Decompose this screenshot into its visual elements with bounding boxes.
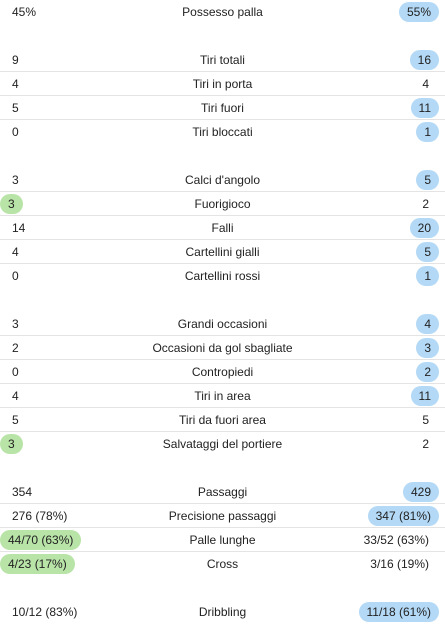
stat-row-cross: 4/23 (17%) Cross 3/16 (19%) [0,552,445,576]
group-spacer [0,456,445,480]
stat-label: Dribbling [198,605,247,619]
home-value: 0 [12,269,19,283]
stat-row-tiri-in-porta: 4 Tiri in porta 4 [0,72,445,96]
stat-label: Tiri totali [200,53,245,67]
group-spacer [0,576,445,600]
stat-row-tiri-totali: 9 Tiri totali 16 [0,48,445,72]
away-value-highlight: 11/18 (61%) [358,602,439,622]
away-value-highlight: 3 [416,338,439,358]
stat-row-possesso-palla: 45% Possesso palla 55% [0,0,445,24]
stat-label: Possesso palla [182,5,263,19]
away-value-highlight: 5 [416,242,439,262]
home-value: 4 [12,389,19,403]
home-value-highlight: 44/70 (63%) [0,530,82,550]
away-value: 2 [422,437,429,451]
away-value-highlight: 1 [416,266,439,286]
group-spacer [0,24,445,48]
away-value-highlight: 55% [398,2,439,22]
home-value: 14 [12,221,26,235]
home-value: 276 (78%) [12,509,68,523]
stat-row-fuorigioco: 3 Fuorigioco 2 [0,192,445,216]
home-value: 3 [12,173,19,187]
home-value: 2 [12,341,19,355]
stat-label: Tiri bloccati [192,125,253,139]
stat-row-contropiedi: 0 Contropiedi 2 [0,360,445,384]
stat-label: Passaggi [197,485,248,499]
away-value-highlight: 4 [416,314,439,334]
home-value: 4 [12,77,19,91]
stat-label: Calci d'angolo [184,173,260,187]
stat-row-grandi-occasioni: 3 Grandi occasioni 4 [0,312,445,336]
stat-group: 3 Calci d'angolo 5 3 Fuorigioco 2 14 Falli 20 4 Ca… [0,168,445,288]
stat-label: Fuorigioco [194,197,251,211]
stat-row-tiri-da-fuori-area: 5 Tiri da fuori area 5 [0,408,445,432]
stat-row-tiri-in-area: 4 Tiri in area 11 [0,384,445,408]
stat-group: 354 Passaggi 429 276 (78%) Precisione passag… [0,480,445,576]
away-value: 33/52 (63%) [363,533,429,547]
away-value: 2 [422,197,429,211]
stat-label: Tiri da fuori area [179,413,266,427]
home-value: 5 [12,413,19,427]
stat-row-cartellini-rossi: 0 Cartellini rossi 1 [0,264,445,288]
away-value: 3/16 (19%) [370,557,429,571]
home-value: 10/12 (83%) [12,605,78,619]
stat-label: Precisione passaggi [168,509,277,523]
stat-label: Falli [211,221,234,235]
stat-label: Grandi occasioni [177,317,268,331]
away-value-highlight: 16 [409,50,439,70]
away-value-highlight: 20 [409,218,439,238]
away-value-highlight: 5 [416,170,439,190]
stat-label: Palle lunghe [189,533,256,547]
stat-label: Tiri in area [194,389,251,403]
away-value-highlight: 347 (81%) [367,506,439,526]
stat-row-occasioni-da-gol-sbagliate: 2 Occasioni da gol sbagliate 3 [0,336,445,360]
stat-label: Tiri in porta [192,77,253,91]
home-value-highlight: 3 [0,194,23,214]
away-value-highlight: 11 [410,98,439,118]
home-value: 0 [12,125,19,139]
away-value: 5 [422,413,429,427]
stat-row-dribbling: 10/12 (83%) Dribbling 11/18 (61%) [0,600,445,624]
away-value-highlight: 11 [410,386,439,406]
home-value: 3 [12,317,19,331]
away-value-highlight: 429 [402,482,439,502]
group-spacer [0,288,445,312]
stat-row-salvataggi-del-portiere: 3 Salvataggi del portiere 2 [0,432,445,456]
away-value-highlight: 1 [416,122,439,142]
stat-row-palle-lunghe: 44/70 (63%) Palle lunghe 33/52 (63%) [0,528,445,552]
stat-row-falli: 14 Falli 20 [0,216,445,240]
stat-label: Salvataggi del portiere [162,437,283,451]
home-value: 4 [12,245,19,259]
stat-group: 45% Possesso palla 55% [0,0,445,24]
home-value: 45% [12,5,37,19]
stat-row-tiri-bloccati: 0 Tiri bloccati 1 [0,120,445,144]
stat-label: Cartellini rossi [184,269,261,283]
away-value-highlight: 2 [416,362,439,382]
stat-label: Occasioni da gol sbagliate [152,341,293,355]
stat-group: 3 Grandi occasioni 4 2 Occasioni da gol sbag… [0,312,445,456]
home-value-highlight: 4/23 (17%) [0,554,75,574]
away-value: 4 [422,77,429,91]
stat-label: Cartellini gialli [185,245,260,259]
stat-row-passaggi: 354 Passaggi 429 [0,480,445,504]
stat-label: Tiri fuori [201,101,244,115]
group-spacer [0,144,445,168]
stat-row-precisione-passaggi: 276 (78%) Precisione passaggi 347 (81%) [0,504,445,528]
stat-group: 9 Tiri totali 16 4 Tiri in porta 4 5 Tiri fuori… [0,48,445,144]
stat-row-calci-d-angolo: 3 Calci d'angolo 5 [0,168,445,192]
stat-label: Cross [206,557,239,571]
home-value: 5 [12,101,19,115]
stat-group: 10/12 (83%) Dribbling 11/18 (61%) [0,600,445,624]
stat-label: Contropiedi [191,365,254,379]
home-value: 0 [12,365,19,379]
home-value: 354 [12,485,33,499]
home-value: 9 [12,53,19,67]
home-value-highlight: 3 [0,434,23,454]
stat-row-cartellini-gialli: 4 Cartellini gialli 5 [0,240,445,264]
stat-row-tiri-fuori: 5 Tiri fuori 11 [0,96,445,120]
